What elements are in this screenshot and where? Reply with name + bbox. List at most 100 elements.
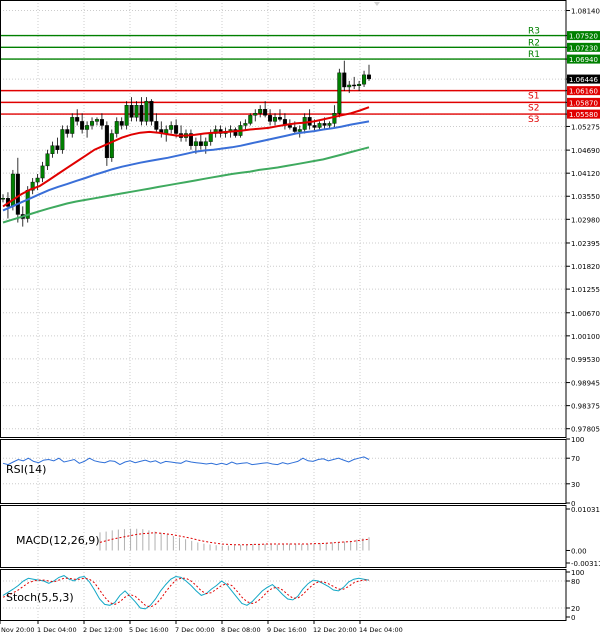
frame-layer <box>0 0 567 621</box>
macd-tick-label: -0.003113 <box>571 560 600 568</box>
candle-body[interactable] <box>134 105 139 118</box>
y-tick-label: 0.97805 <box>571 426 600 434</box>
candle-body[interactable] <box>312 125 317 128</box>
candle-body[interactable] <box>268 115 273 122</box>
candle-body[interactable] <box>169 125 174 130</box>
candle-body[interactable] <box>357 83 362 86</box>
candle-body[interactable] <box>322 123 327 126</box>
macd-panel[interactable]: MACD(12,26,9) <box>16 528 370 551</box>
candle-body[interactable] <box>114 121 119 134</box>
candle-body[interactable] <box>297 129 302 132</box>
candle-body[interactable] <box>80 121 85 130</box>
level-label-r1: R1 <box>528 50 540 60</box>
candle-body[interactable] <box>332 113 337 124</box>
candle-body[interactable] <box>362 74 367 85</box>
candle-body[interactable] <box>30 181 35 191</box>
moving-average-slow-line <box>2 146 370 224</box>
candle-body[interactable] <box>99 119 104 126</box>
candle-body[interactable] <box>337 72 342 114</box>
candle-body[interactable] <box>327 123 332 126</box>
level-price-box <box>567 109 600 119</box>
y-tick-label: 1.01820 <box>571 263 600 271</box>
y-tick-label: 0.99530 <box>571 356 600 364</box>
candle-body[interactable] <box>139 105 144 122</box>
candle-body[interactable] <box>233 129 238 136</box>
current-price-box <box>567 74 600 84</box>
y-tick-label: 0.98945 <box>571 380 600 388</box>
x-tick-label: 9 Dec 16:00 <box>267 626 307 634</box>
rsi-title: RSI(14) <box>6 463 46 476</box>
level-price-text: 1.07520 <box>569 33 598 41</box>
moving-average-mid-line <box>2 120 370 212</box>
rsi-tick-label: 70 <box>571 455 580 463</box>
candle-body[interactable] <box>243 123 248 126</box>
candle-body[interactable] <box>347 84 352 88</box>
candle-body[interactable] <box>70 117 75 134</box>
macd-signal-line <box>99 532 370 546</box>
candle-body[interactable] <box>119 121 124 126</box>
candle-body[interactable] <box>109 133 114 159</box>
candle-body[interactable] <box>149 100 154 122</box>
candle-body[interactable] <box>342 72 347 88</box>
y-tick-label: 1.04690 <box>571 147 600 155</box>
candle-body[interactable] <box>248 115 253 124</box>
macd-tick-label: 0.00 <box>571 547 587 555</box>
candle-body[interactable] <box>144 100 149 122</box>
candle-body[interactable] <box>40 165 45 179</box>
candle-body[interactable] <box>258 109 263 114</box>
candle-body[interactable] <box>45 153 50 167</box>
x-tick-label: 14 Dec 04:00 <box>359 626 403 634</box>
candle-body[interactable] <box>263 109 268 116</box>
candle-body[interactable] <box>253 113 258 116</box>
stoch-k-line <box>2 575 370 610</box>
candle-body[interactable] <box>50 145 55 154</box>
candle-body[interactable] <box>277 117 282 120</box>
candle-body[interactable] <box>1 198 5 200</box>
level-label-r2: R2 <box>528 38 540 48</box>
stoch-panel[interactable]: Stoch(5,5,3) <box>2 575 370 610</box>
stoch-tick-label: 0 <box>571 614 575 622</box>
stoch-tick-label: 100 <box>571 569 584 577</box>
y-tick-label: 1.01255 <box>571 286 600 294</box>
candle-body[interactable] <box>174 125 179 134</box>
stoch-tick-label: 20 <box>571 605 580 613</box>
level-price-box <box>567 86 600 96</box>
candle-body[interactable] <box>154 121 159 130</box>
candle-body[interactable] <box>60 129 65 150</box>
candle-body[interactable] <box>15 173 20 215</box>
candle-body[interactable] <box>90 121 95 126</box>
candle-body[interactable] <box>352 84 357 87</box>
y-tick-label: 1.00670 <box>571 310 600 318</box>
y-tick-label: 1.04120 <box>571 170 600 178</box>
candle-body[interactable] <box>124 105 129 126</box>
y-tick-label: 1.00100 <box>571 333 600 341</box>
level-label-s1: S1 <box>528 92 539 102</box>
candle-body[interactable] <box>188 133 193 146</box>
candle-body[interactable] <box>203 141 208 146</box>
level-price-box <box>567 54 600 64</box>
candle-body[interactable] <box>208 133 213 142</box>
candle-body[interactable] <box>75 117 80 122</box>
candle-body[interactable] <box>94 119 99 122</box>
candle-body[interactable] <box>273 117 278 122</box>
level-price-text: 1.07230 <box>569 44 598 52</box>
candle-body[interactable] <box>85 125 90 130</box>
rsi-panel[interactable]: RSI(14) <box>2 456 370 476</box>
candle-body[interactable] <box>367 74 372 80</box>
candle-body[interactable] <box>193 141 198 146</box>
chart-shift-marker-icon <box>374 2 380 6</box>
macd-title: MACD(12,26,9) <box>16 534 100 547</box>
candle-body[interactable] <box>65 129 70 134</box>
candle-body[interactable] <box>55 145 60 150</box>
candle-body[interactable] <box>104 125 109 159</box>
candle-body[interactable] <box>292 127 297 132</box>
candle-body[interactable] <box>198 141 203 146</box>
candle-body[interactable] <box>317 123 322 128</box>
candle-body[interactable] <box>287 125 292 128</box>
candle-body[interactable] <box>35 177 40 183</box>
candle-body[interactable] <box>129 105 134 118</box>
y-tick-label: 0.98375 <box>571 403 600 411</box>
x-tick-label: 12 Dec 20:00 <box>313 626 357 634</box>
